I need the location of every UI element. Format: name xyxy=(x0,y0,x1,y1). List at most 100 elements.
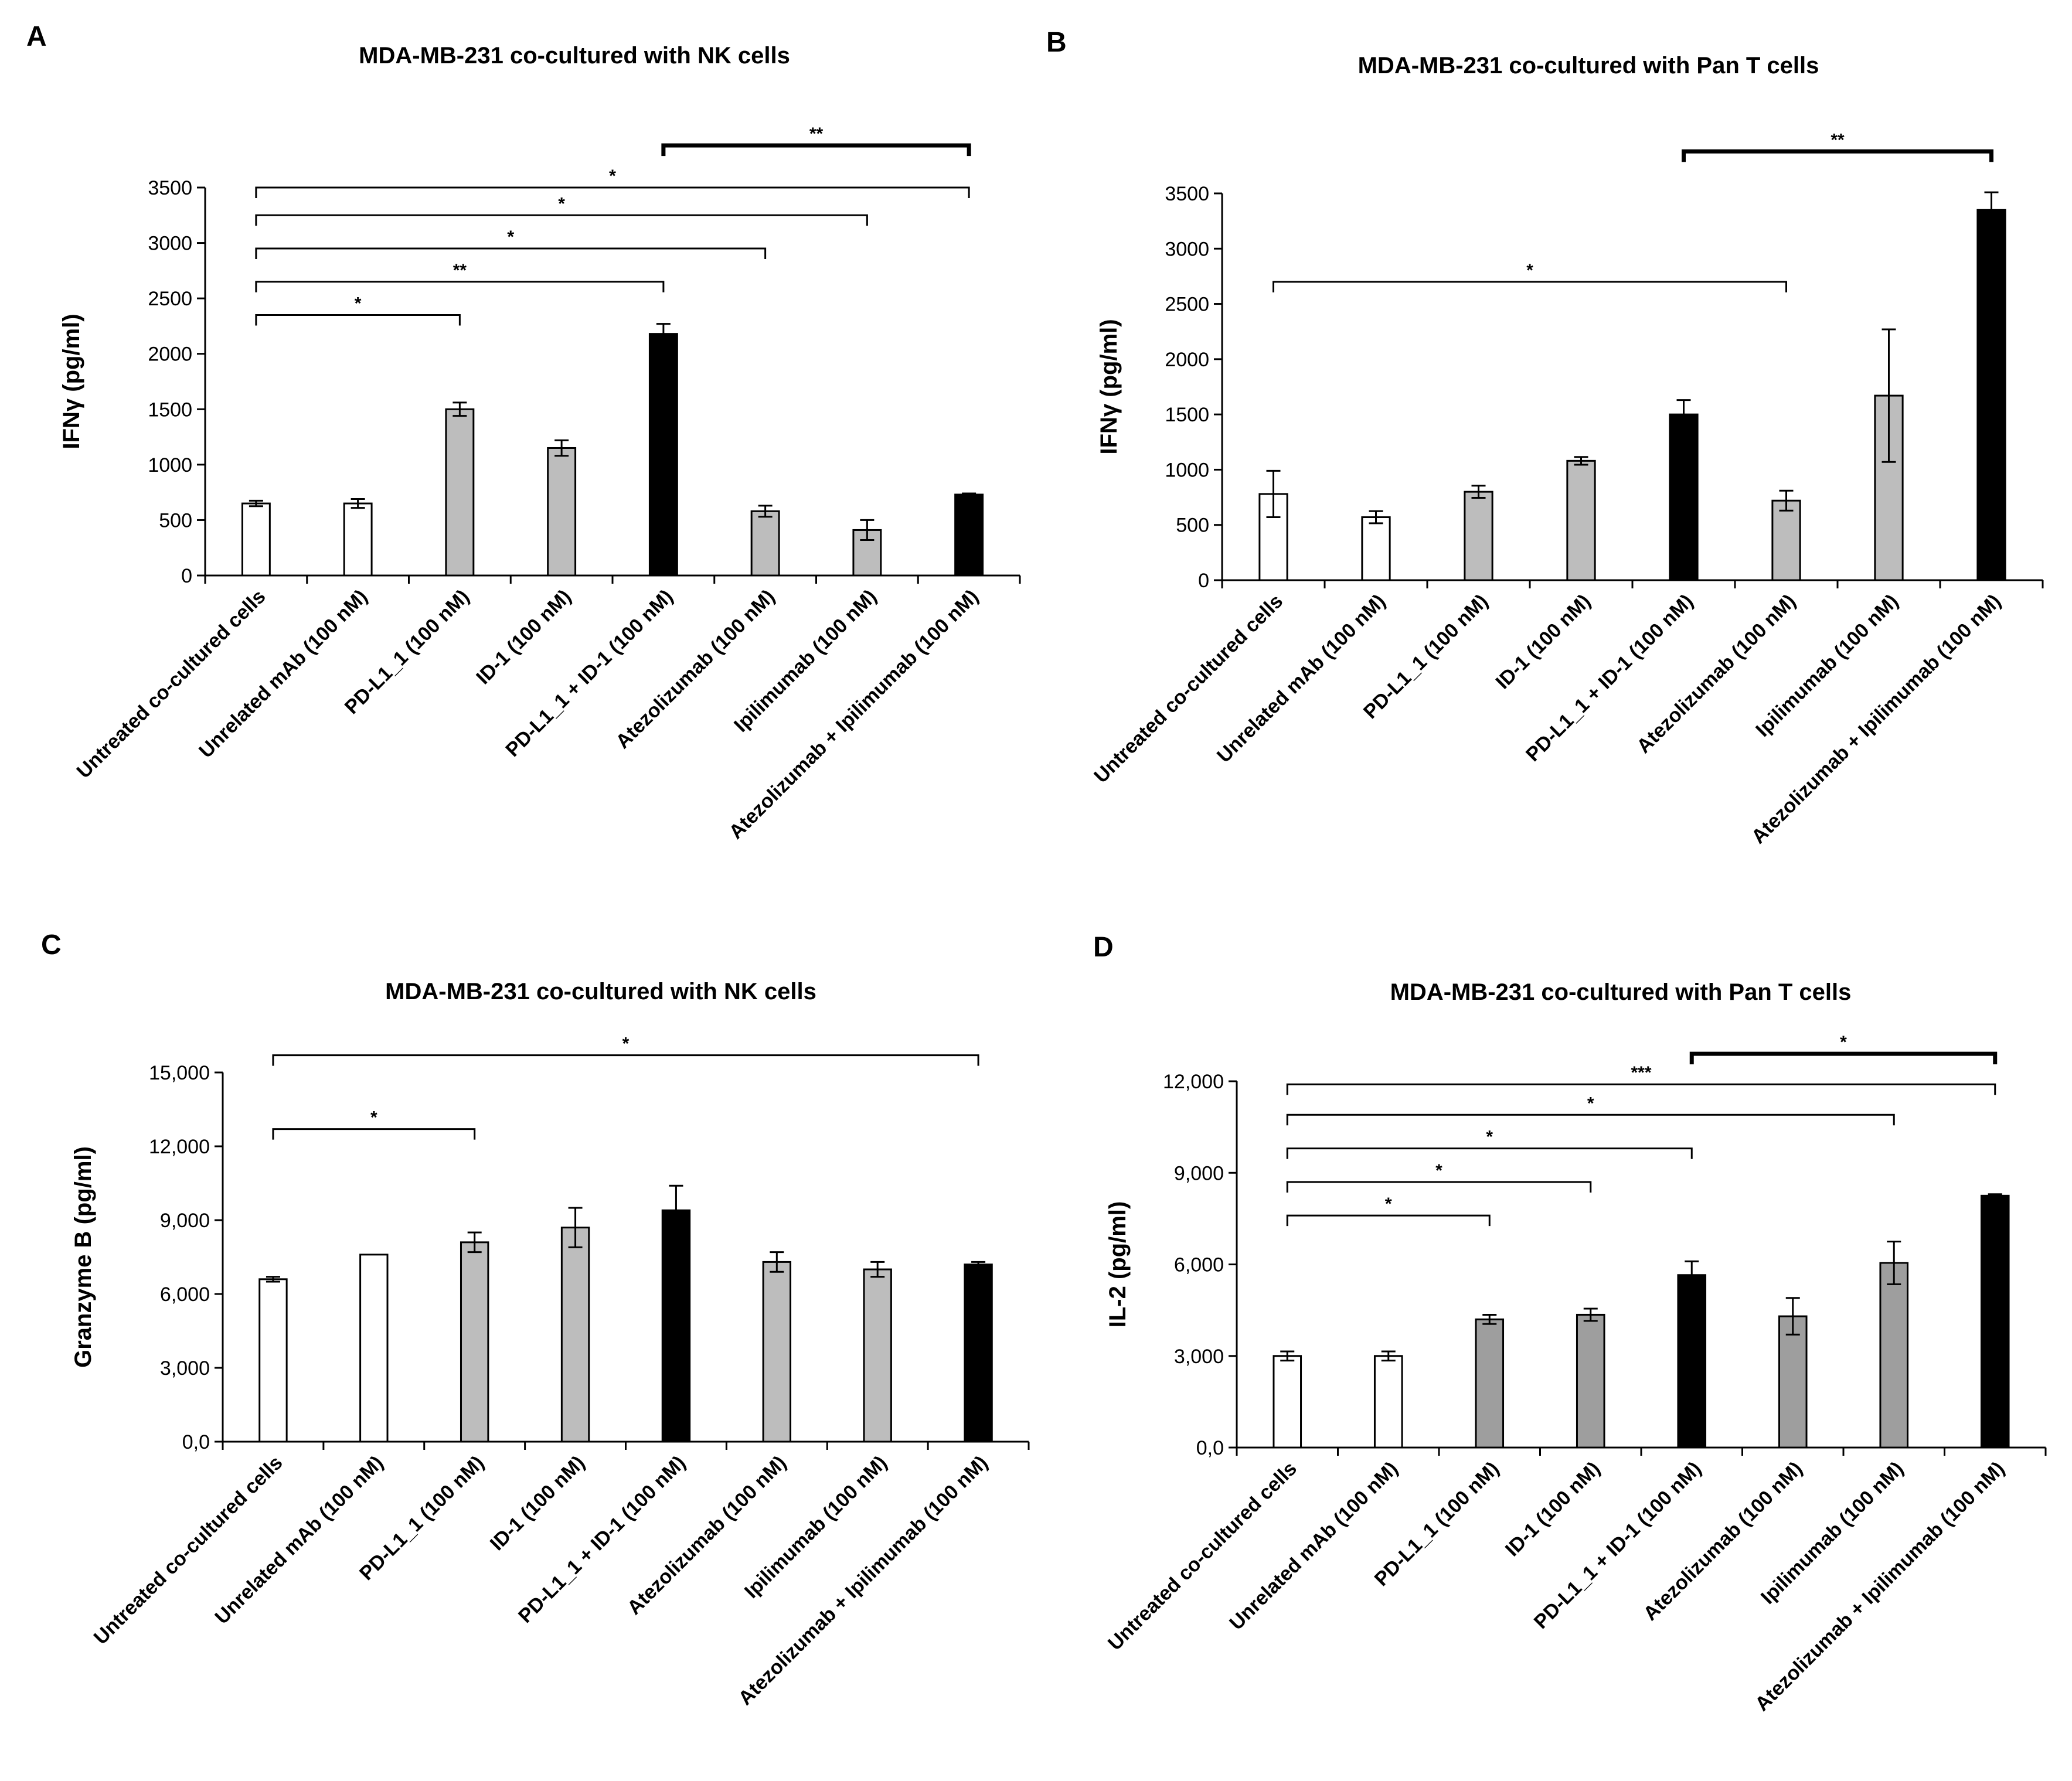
significance-label: * xyxy=(558,194,565,213)
significance-label: * xyxy=(370,1108,377,1128)
panel-c: C MDA-MB-231 co-cultured with NK cells Gra… xyxy=(41,929,1030,1710)
y-tick-label: 15,000 xyxy=(149,1062,210,1084)
significance-label: * xyxy=(355,294,362,314)
significance-label: ** xyxy=(453,261,467,280)
significance-bracket xyxy=(1286,1083,1996,1095)
significance-label: * xyxy=(1587,1094,1594,1113)
significance-bracket xyxy=(272,1054,979,1066)
y-tick-label: 0,0 xyxy=(1196,1437,1224,1459)
significance-bracket xyxy=(1286,1147,1693,1159)
category-label: PD-L1_1 + ID-1 (100 nM) xyxy=(514,1452,690,1627)
significance-label: * xyxy=(609,166,616,186)
category-label: Unrelated mAb (100 nM) xyxy=(1225,1458,1402,1634)
category-label: ID-1 (100 nM) xyxy=(1492,590,1595,693)
bar xyxy=(1669,413,1699,581)
bar xyxy=(1464,491,1493,581)
y-tick-label: 0 xyxy=(181,565,192,587)
y-tick-label: 2500 xyxy=(148,288,192,310)
bar xyxy=(560,1227,590,1443)
significance-label: *** xyxy=(1631,1063,1651,1082)
category-label: Atezolizumab (100 nM) xyxy=(623,1452,791,1619)
significance-bracket xyxy=(255,186,970,198)
bar xyxy=(258,1278,288,1443)
bar xyxy=(1771,499,1801,581)
y-tick-label: 1000 xyxy=(1165,459,1209,481)
panel-letter: A xyxy=(26,21,47,52)
chart-title: MDA-MB-231 co-cultured with NK cells xyxy=(359,43,790,69)
category-label: Untreated co-cultured cells xyxy=(1090,590,1287,788)
y-tick-label: 2000 xyxy=(148,343,192,366)
category-label: Untreated co-cultured cells xyxy=(1104,1458,1301,1655)
significance-bracket xyxy=(255,214,868,226)
significance-label: * xyxy=(507,227,514,247)
category-label: Untreated co-cultured cells xyxy=(90,1452,287,1649)
panel-d: D MDA-MB-231 co-cultured with Pan T cells… xyxy=(1093,932,2047,1715)
bar xyxy=(1373,1355,1403,1449)
y-axis-label: IFNγ (pg/ml) xyxy=(59,314,84,449)
bar xyxy=(1677,1274,1707,1449)
y-tick-label: 3,000 xyxy=(160,1357,210,1380)
bar xyxy=(343,502,373,577)
bar xyxy=(1576,1313,1605,1449)
chart-title: MDA-MB-231 co-cultured with Pan T cells xyxy=(1358,53,1819,79)
bar xyxy=(1976,209,2006,581)
category-label: Unrelated mAb (100 nM) xyxy=(195,585,372,762)
y-tick-label: 6,000 xyxy=(1174,1254,1224,1276)
y-tick-label: 9,000 xyxy=(1174,1162,1224,1184)
significance-bracket xyxy=(1286,1181,1592,1193)
bar xyxy=(1273,1355,1302,1449)
category-label: ID-1 (100 nM) xyxy=(472,585,575,689)
panel-letter: B xyxy=(1046,27,1067,58)
y-tick-label: 1500 xyxy=(1165,404,1209,426)
y-tick-label: 3500 xyxy=(1165,183,1209,205)
bar xyxy=(460,1241,489,1443)
y-tick-label: 2500 xyxy=(1165,294,1209,316)
y-tick-label: 1000 xyxy=(148,454,192,476)
significance-bracket xyxy=(1286,1214,1491,1227)
panel-letter: D xyxy=(1093,932,1114,963)
significance-label: * xyxy=(622,1034,630,1054)
significance-bracket xyxy=(255,247,767,260)
bar xyxy=(661,1209,691,1443)
significance-bracket xyxy=(1273,281,1787,292)
bar xyxy=(1778,1315,1808,1449)
significance-bracket xyxy=(1286,1113,1895,1126)
bar xyxy=(954,493,984,577)
panel-letter: C xyxy=(41,929,62,961)
significance-label: * xyxy=(1526,261,1533,280)
y-axis-label: IL-2 (pg/ml) xyxy=(1105,1201,1131,1328)
y-axis-label: IFNγ (pg/ml) xyxy=(1096,319,1122,454)
bar xyxy=(547,447,577,577)
y-tick-label: 3,000 xyxy=(1174,1346,1224,1368)
category-label: Unrelated mAb (100 nM) xyxy=(210,1452,387,1629)
y-tick-label: 500 xyxy=(1176,515,1209,537)
bar xyxy=(964,1264,993,1443)
y-tick-label: 2000 xyxy=(1165,349,1209,371)
chart-title: MDA-MB-231 co-cultured with Pan T cells xyxy=(1390,979,1852,1005)
significance-bracket xyxy=(1689,1051,1998,1065)
significance-label: * xyxy=(1435,1161,1442,1180)
y-tick-label: 0,0 xyxy=(182,1431,210,1453)
significance-label: * xyxy=(1840,1033,1847,1052)
y-tick-label: 500 xyxy=(159,509,192,532)
category-label: PD-L1_1 + ID-1 (100 nM) xyxy=(1530,1458,1706,1633)
bar xyxy=(1475,1318,1505,1449)
bar xyxy=(1879,1262,1909,1449)
significance-bracket xyxy=(272,1128,476,1140)
significance-label: ** xyxy=(809,124,824,144)
y-tick-label: 12,000 xyxy=(149,1136,210,1158)
bar xyxy=(750,510,780,577)
y-tick-label: 6,000 xyxy=(160,1283,210,1306)
panel-b: B MDA-MB-231 co-cultured with Pan T cells… xyxy=(1046,27,2044,848)
y-axis-label: Granzyme B (pg/ml) xyxy=(70,1146,96,1368)
bar xyxy=(241,502,271,577)
chart-title: MDA-MB-231 co-cultured with NK cells xyxy=(385,979,816,1004)
bar xyxy=(648,333,678,577)
bar xyxy=(445,408,475,577)
bar xyxy=(762,1261,792,1443)
y-tick-label: 12,000 xyxy=(1163,1071,1224,1093)
category-label: ID-1 (100 nM) xyxy=(486,1452,589,1555)
category-label: PD-L1_1 + ID-1 (100 nM) xyxy=(501,585,677,761)
significance-label: * xyxy=(1385,1194,1392,1214)
